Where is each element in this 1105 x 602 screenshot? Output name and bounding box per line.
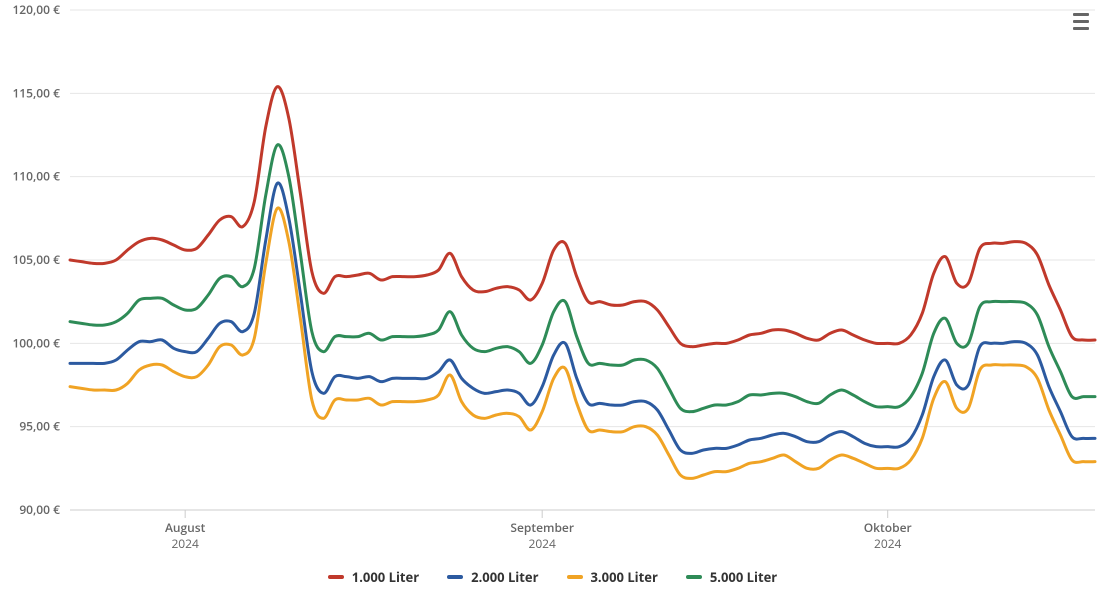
menu-bar-icon [1073, 13, 1089, 16]
legend-item[interactable]: 2.000 Liter [447, 568, 538, 586]
legend-item[interactable]: 1.000 Liter [328, 568, 419, 586]
price-line-chart: 90,00 € 95,00 € 100,00 € 105,00 € 110,00 € 11… [0, 0, 1105, 560]
legend-swatch [328, 575, 344, 579]
x-axis-label: Oktober [864, 519, 912, 536]
series-line [70, 87, 1095, 347]
chart-menu-button[interactable] [1067, 8, 1095, 34]
y-axis-label: 110,00 € [12, 168, 60, 185]
x-axis-sublabel: 2024 [528, 535, 556, 552]
menu-bar-icon [1073, 27, 1089, 30]
y-axis-label: 100,00 € [12, 334, 60, 351]
chart-legend: 1.000 Liter 2.000 Liter 3.000 Liter 5.000 L… [0, 568, 1105, 586]
legend-label: 2.000 Liter [471, 568, 538, 586]
x-axis-sublabel: 2024 [874, 535, 902, 552]
y-axis-label: 95,00 € [19, 418, 60, 435]
x-axis-label: September [510, 519, 574, 536]
legend-item[interactable]: 3.000 Liter [567, 568, 658, 586]
x-axis-sublabel: 2024 [171, 535, 199, 552]
legend-swatch [567, 575, 583, 579]
y-axis-label: 90,00 € [19, 501, 60, 518]
legend-label: 3.000 Liter [591, 568, 658, 586]
menu-bar-icon [1073, 20, 1089, 23]
y-axis-label: 105,00 € [12, 251, 60, 268]
legend-label: 1.000 Liter [352, 568, 419, 586]
x-axis-label: August [165, 519, 206, 536]
y-axis-label: 115,00 € [12, 84, 60, 101]
series-line [70, 145, 1095, 412]
legend-label: 5.000 Liter [710, 568, 777, 586]
legend-swatch [447, 575, 463, 579]
legend-swatch [686, 575, 702, 579]
y-axis-label: 120,00 € [12, 1, 60, 18]
legend-item[interactable]: 5.000 Liter [686, 568, 777, 586]
